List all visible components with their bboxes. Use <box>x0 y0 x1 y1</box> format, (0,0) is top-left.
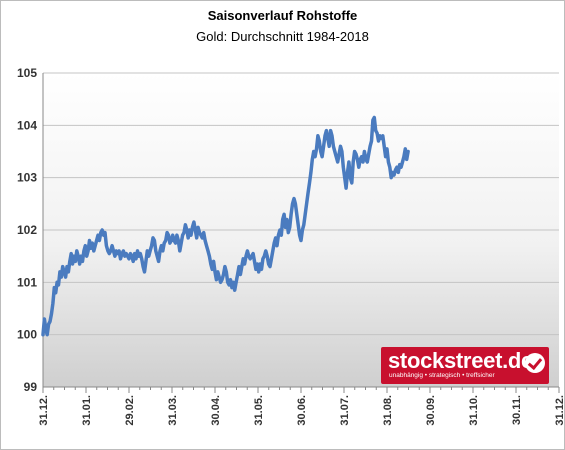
chart-subtitle: Gold: Durchschnitt 1984-2018 <box>196 29 369 44</box>
x-tick-label: 31.08. <box>382 395 394 426</box>
y-tick-label: 100 <box>17 328 37 342</box>
check-icon <box>525 353 545 373</box>
y-tick-label: 105 <box>17 66 37 80</box>
x-tick-label: 30.06. <box>296 395 308 426</box>
y-tick-label: 103 <box>17 171 37 185</box>
y-tick-label: 102 <box>17 223 37 237</box>
x-tick-label: 31.10. <box>468 395 480 426</box>
x-tick-label: 30.11. <box>511 395 523 425</box>
y-tick-label: 101 <box>17 275 37 289</box>
x-tick-label: 31.01. <box>81 395 93 426</box>
series-line <box>41 115 410 337</box>
x-tick-label: 31.12. <box>38 395 50 426</box>
y-tick-label: 104 <box>17 118 37 132</box>
brand-tagline: unabhängig • strategisch • treffsicher <box>389 372 495 379</box>
x-tick-label: 31.03. <box>167 395 179 426</box>
x-tick-label: 31.05. <box>253 395 265 426</box>
x-tick-label: 30.04. <box>210 395 222 426</box>
brand-name: stockstreet.de <box>388 348 533 373</box>
x-tick-label: 29.02. <box>124 395 136 426</box>
x-tick-label: 31.12. <box>554 395 565 426</box>
brand-logo: stockstreet.de unabhängig • strategisch … <box>381 347 549 384</box>
x-tick-label: 30.09. <box>425 395 437 426</box>
y-tick-label: 99 <box>24 380 38 394</box>
chart-title: Saisonverlauf Rohstoffe <box>207 8 358 23</box>
x-tick-label: 31.07. <box>339 395 351 426</box>
